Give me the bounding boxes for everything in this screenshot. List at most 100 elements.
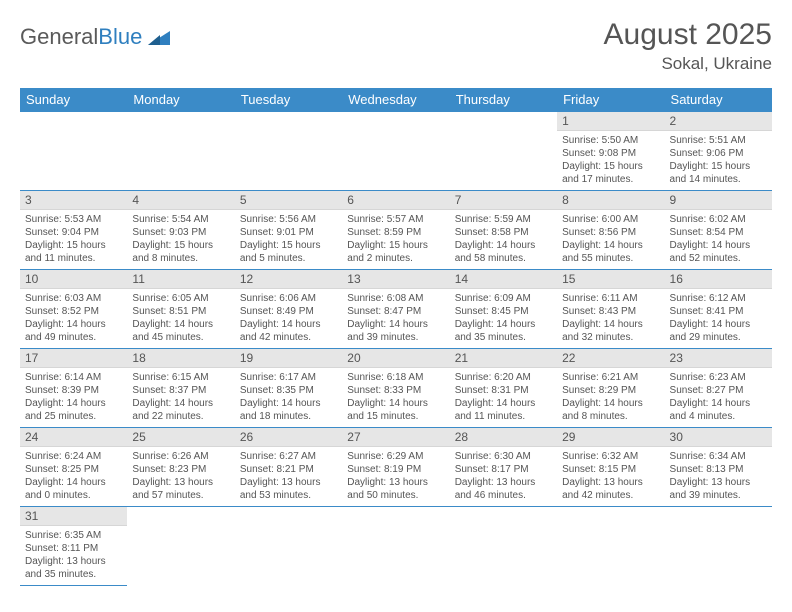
- calendar-empty: [127, 507, 234, 586]
- title-block: August 2025 Sokal, Ukraine: [604, 18, 772, 74]
- sunrise-line: Sunrise: 6:34 AM: [670, 450, 767, 463]
- calendar-day: 21Sunrise: 6:20 AMSunset: 8:31 PMDayligh…: [450, 349, 557, 428]
- day-details: Sunrise: 5:50 AMSunset: 9:08 PMDaylight:…: [557, 131, 664, 190]
- daylight-line: Daylight: 15 hours and 14 minutes.: [670, 160, 767, 186]
- calendar-day: 28Sunrise: 6:30 AMSunset: 8:17 PMDayligh…: [450, 428, 557, 507]
- daylight-line: Daylight: 15 hours and 17 minutes.: [562, 160, 659, 186]
- sunset-line: Sunset: 8:45 PM: [455, 305, 552, 318]
- calendar-day: 29Sunrise: 6:32 AMSunset: 8:15 PMDayligh…: [557, 428, 664, 507]
- day-number: 5: [235, 191, 342, 210]
- calendar-day: 1Sunrise: 5:50 AMSunset: 9:08 PMDaylight…: [557, 112, 664, 191]
- sunset-line: Sunset: 9:06 PM: [670, 147, 767, 160]
- calendar-empty: [342, 507, 449, 586]
- day-number: 16: [665, 270, 772, 289]
- calendar-day: 22Sunrise: 6:21 AMSunset: 8:29 PMDayligh…: [557, 349, 664, 428]
- sunset-line: Sunset: 8:58 PM: [455, 226, 552, 239]
- day-details: Sunrise: 5:51 AMSunset: 9:06 PMDaylight:…: [665, 131, 772, 190]
- day-number: 24: [20, 428, 127, 447]
- month-title: August 2025: [604, 18, 772, 52]
- calendar-empty: [235, 112, 342, 191]
- day-details: Sunrise: 6:15 AMSunset: 8:37 PMDaylight:…: [127, 368, 234, 427]
- daylight-line: Daylight: 14 hours and 4 minutes.: [670, 397, 767, 423]
- sunset-line: Sunset: 8:59 PM: [347, 226, 444, 239]
- day-details: Sunrise: 6:12 AMSunset: 8:41 PMDaylight:…: [665, 289, 772, 348]
- sunset-line: Sunset: 8:35 PM: [240, 384, 337, 397]
- day-details: Sunrise: 6:17 AMSunset: 8:35 PMDaylight:…: [235, 368, 342, 427]
- sunrise-line: Sunrise: 6:30 AM: [455, 450, 552, 463]
- calendar-day: 2Sunrise: 5:51 AMSunset: 9:06 PMDaylight…: [665, 112, 772, 191]
- calendar-day: 16Sunrise: 6:12 AMSunset: 8:41 PMDayligh…: [665, 270, 772, 349]
- sunrise-line: Sunrise: 6:24 AM: [25, 450, 122, 463]
- sunset-line: Sunset: 9:08 PM: [562, 147, 659, 160]
- daylight-line: Daylight: 15 hours and 8 minutes.: [132, 239, 229, 265]
- sunrise-line: Sunrise: 5:53 AM: [25, 213, 122, 226]
- sunset-line: Sunset: 8:29 PM: [562, 384, 659, 397]
- day-details: Sunrise: 6:30 AMSunset: 8:17 PMDaylight:…: [450, 447, 557, 506]
- day-details: Sunrise: 6:26 AMSunset: 8:23 PMDaylight:…: [127, 447, 234, 506]
- sunrise-line: Sunrise: 5:57 AM: [347, 213, 444, 226]
- day-number: 8: [557, 191, 664, 210]
- day-number: 6: [342, 191, 449, 210]
- sunrise-line: Sunrise: 6:05 AM: [132, 292, 229, 305]
- sunset-line: Sunset: 8:47 PM: [347, 305, 444, 318]
- day-number: 2: [665, 112, 772, 131]
- calendar-week: 3Sunrise: 5:53 AMSunset: 9:04 PMDaylight…: [20, 191, 772, 270]
- daylight-line: Daylight: 14 hours and 39 minutes.: [347, 318, 444, 344]
- day-number: 12: [235, 270, 342, 289]
- sunrise-line: Sunrise: 6:12 AM: [670, 292, 767, 305]
- calendar-table: SundayMondayTuesdayWednesdayThursdayFrid…: [20, 88, 772, 586]
- day-header: Saturday: [665, 88, 772, 112]
- day-details: Sunrise: 6:23 AMSunset: 8:27 PMDaylight:…: [665, 368, 772, 427]
- day-header: Tuesday: [235, 88, 342, 112]
- calendar-day: 31Sunrise: 6:35 AMSunset: 8:11 PMDayligh…: [20, 507, 127, 586]
- calendar-day: 19Sunrise: 6:17 AMSunset: 8:35 PMDayligh…: [235, 349, 342, 428]
- calendar-day: 13Sunrise: 6:08 AMSunset: 8:47 PMDayligh…: [342, 270, 449, 349]
- day-header: Thursday: [450, 88, 557, 112]
- sunrise-line: Sunrise: 6:02 AM: [670, 213, 767, 226]
- sunset-line: Sunset: 8:31 PM: [455, 384, 552, 397]
- daylight-line: Daylight: 15 hours and 5 minutes.: [240, 239, 337, 265]
- day-details: Sunrise: 6:21 AMSunset: 8:29 PMDaylight:…: [557, 368, 664, 427]
- sunrise-line: Sunrise: 6:17 AM: [240, 371, 337, 384]
- sunset-line: Sunset: 8:49 PM: [240, 305, 337, 318]
- calendar-day: 5Sunrise: 5:56 AMSunset: 9:01 PMDaylight…: [235, 191, 342, 270]
- daylight-line: Daylight: 14 hours and 55 minutes.: [562, 239, 659, 265]
- calendar-day: 14Sunrise: 6:09 AMSunset: 8:45 PMDayligh…: [450, 270, 557, 349]
- sunrise-line: Sunrise: 6:00 AM: [562, 213, 659, 226]
- day-details: Sunrise: 6:08 AMSunset: 8:47 PMDaylight:…: [342, 289, 449, 348]
- sunrise-line: Sunrise: 6:35 AM: [25, 529, 122, 542]
- sunset-line: Sunset: 8:19 PM: [347, 463, 444, 476]
- calendar-header-row: SundayMondayTuesdayWednesdayThursdayFrid…: [20, 88, 772, 112]
- day-details: Sunrise: 6:05 AMSunset: 8:51 PMDaylight:…: [127, 289, 234, 348]
- calendar-week: 10Sunrise: 6:03 AMSunset: 8:52 PMDayligh…: [20, 270, 772, 349]
- day-number: 7: [450, 191, 557, 210]
- daylight-line: Daylight: 14 hours and 0 minutes.: [25, 476, 122, 502]
- daylight-line: Daylight: 14 hours and 35 minutes.: [455, 318, 552, 344]
- day-number: 18: [127, 349, 234, 368]
- daylight-line: Daylight: 14 hours and 49 minutes.: [25, 318, 122, 344]
- sunset-line: Sunset: 9:04 PM: [25, 226, 122, 239]
- sunrise-line: Sunrise: 5:56 AM: [240, 213, 337, 226]
- daylight-line: Daylight: 14 hours and 11 minutes.: [455, 397, 552, 423]
- day-number: 1: [557, 112, 664, 131]
- day-number: 15: [557, 270, 664, 289]
- day-details: Sunrise: 6:18 AMSunset: 8:33 PMDaylight:…: [342, 368, 449, 427]
- day-number: 17: [20, 349, 127, 368]
- sunrise-line: Sunrise: 6:32 AM: [562, 450, 659, 463]
- calendar-day: 26Sunrise: 6:27 AMSunset: 8:21 PMDayligh…: [235, 428, 342, 507]
- day-number: 26: [235, 428, 342, 447]
- sunrise-line: Sunrise: 5:59 AM: [455, 213, 552, 226]
- calendar-empty: [450, 112, 557, 191]
- day-details: Sunrise: 5:53 AMSunset: 9:04 PMDaylight:…: [20, 210, 127, 269]
- day-details: Sunrise: 5:59 AMSunset: 8:58 PMDaylight:…: [450, 210, 557, 269]
- sunset-line: Sunset: 8:37 PM: [132, 384, 229, 397]
- day-header: Wednesday: [342, 88, 449, 112]
- day-details: Sunrise: 5:54 AMSunset: 9:03 PMDaylight:…: [127, 210, 234, 269]
- daylight-line: Daylight: 13 hours and 35 minutes.: [25, 555, 122, 581]
- brand-part1: General: [20, 24, 98, 50]
- page-header: GeneralBlue August 2025 Sokal, Ukraine: [20, 18, 772, 74]
- calendar-day: 27Sunrise: 6:29 AMSunset: 8:19 PMDayligh…: [342, 428, 449, 507]
- calendar-day: 4Sunrise: 5:54 AMSunset: 9:03 PMDaylight…: [127, 191, 234, 270]
- calendar-day: 30Sunrise: 6:34 AMSunset: 8:13 PMDayligh…: [665, 428, 772, 507]
- sunrise-line: Sunrise: 6:27 AM: [240, 450, 337, 463]
